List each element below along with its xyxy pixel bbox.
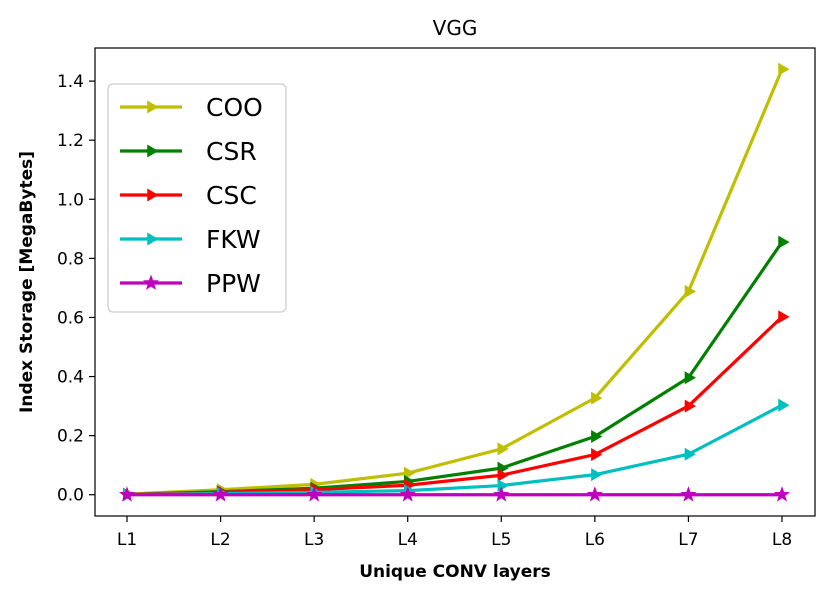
series-fkw [123, 398, 790, 502]
series-ppw [118, 486, 791, 502]
x-tick-label: L7 [678, 530, 698, 550]
data-point-ppw [586, 486, 603, 502]
series-csc [123, 310, 790, 501]
legend-marker-fkw [147, 232, 159, 246]
data-point-fkw [591, 468, 603, 482]
data-point-ppw [118, 486, 136, 502]
x-tick-label: L6 [585, 530, 605, 550]
x-tick-label: L2 [210, 530, 230, 550]
data-point-csr [778, 235, 790, 249]
x-tick-label: L8 [772, 530, 792, 550]
legend-item-fkw: FKW [120, 225, 261, 254]
data-point-coo [403, 466, 416, 480]
legend-label-csr: CSR [206, 137, 257, 166]
data-point-csc [684, 399, 696, 413]
x-tick-label: L5 [491, 530, 511, 550]
x-axis: L1 L2 L3 L4 L5 L6 L7 L8 [117, 516, 792, 550]
data-point-fkw [778, 398, 790, 412]
data-point-ppw [773, 486, 791, 502]
legend-label-csc: CSC [206, 181, 257, 210]
data-point-fkw [497, 479, 509, 493]
legend-marker-csc [147, 188, 159, 202]
legend-label-fkw: FKW [206, 225, 261, 254]
data-point-csc [591, 448, 603, 462]
x-tick-label: L4 [398, 530, 418, 550]
data-point-coo [591, 391, 603, 405]
data-point-ppw [680, 486, 697, 502]
y-tick-label: 0.0 [57, 486, 84, 506]
y-tick-label: 1.4 [57, 72, 84, 92]
data-point-coo [778, 62, 790, 76]
x-tick-label: L1 [117, 530, 137, 550]
y-tick-label: 0.6 [57, 308, 84, 328]
data-point-ppw [306, 486, 323, 502]
series-layer [118, 62, 791, 502]
y-axis-title: Index Storage [MegaBytes] [17, 151, 37, 413]
legend-label-ppw: PPW [206, 269, 261, 298]
legend-box [107, 83, 287, 313]
y-axis: 0.0 0.2 0.4 0.6 0.8 1.0 1.2 1.4 [57, 72, 95, 506]
y-tick-label: 0.8 [57, 249, 84, 269]
legend-item-csr: CSR [120, 137, 257, 166]
series-coo [123, 62, 790, 501]
data-point-csc [497, 468, 509, 482]
data-point-ppw [493, 486, 510, 502]
chart-title: VGG [433, 16, 478, 40]
data-point-coo [684, 284, 696, 298]
legend-marker-coo [147, 100, 159, 114]
legend-marker-csr [147, 144, 159, 158]
data-point-fkw [684, 447, 696, 461]
series-line-csc [126, 315, 784, 497]
plot-frame [94, 47, 816, 517]
x-tick-label: L3 [304, 530, 324, 550]
data-point-ppw [212, 486, 229, 502]
legend-item-csc: CSC [120, 181, 257, 210]
data-point-coo [497, 442, 509, 456]
y-tick-label: 1.2 [57, 131, 84, 151]
series-line-coo [126, 68, 784, 496]
legend: COO CSR CSC FKW PPW [107, 83, 287, 313]
data-point-csc [778, 310, 790, 324]
legend-item-coo: COO [120, 93, 263, 122]
data-point-ppw [399, 486, 416, 502]
data-point-csr [684, 371, 696, 385]
legend-marker-ppw [142, 274, 160, 290]
y-tick-label: 0.4 [57, 368, 84, 388]
y-tick-label: 1.0 [57, 190, 84, 210]
y-tick-label: 0.2 [57, 427, 84, 447]
legend-label-coo: COO [206, 93, 263, 122]
legend-item-ppw: PPW [120, 269, 261, 298]
x-axis-title: Unique CONV layers [359, 562, 551, 582]
data-point-csr [591, 429, 603, 444]
